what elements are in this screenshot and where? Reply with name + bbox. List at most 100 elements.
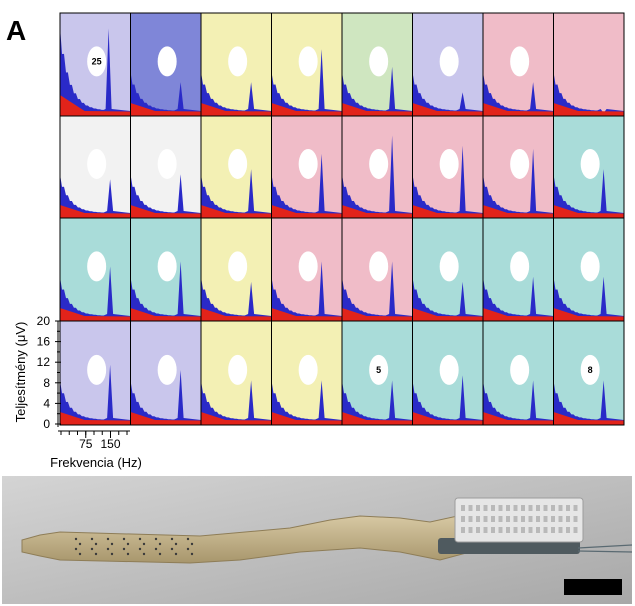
spectrum-cell	[200, 320, 272, 426]
connector-pin	[551, 516, 555, 522]
y-tick-label: 20	[37, 314, 51, 328]
electrode-contact	[126, 542, 130, 546]
electrode-spot	[298, 148, 318, 179]
noise-floor	[201, 412, 272, 425]
noise-floor	[553, 308, 624, 321]
electrode-spot	[228, 354, 248, 385]
noise-floor	[201, 308, 272, 321]
electrode-spot	[157, 46, 177, 77]
electrode-contact	[174, 542, 178, 546]
electrode-spot	[580, 251, 600, 282]
noise-floor	[412, 103, 483, 116]
electrode-contact	[90, 537, 94, 541]
electrode-contact	[74, 547, 78, 551]
connector-pin	[521, 527, 525, 533]
connector-pin	[506, 527, 510, 533]
noise-floor	[342, 308, 413, 321]
connector-pin	[528, 516, 533, 522]
noise-floor	[271, 103, 342, 116]
spectrum-cell	[59, 320, 131, 426]
spectrum-cell	[130, 320, 202, 426]
y-tick-label: 0	[43, 417, 50, 431]
connector-pin	[506, 516, 510, 522]
noise-floor	[271, 412, 342, 425]
connector-pin	[468, 516, 473, 522]
noise-floor	[60, 205, 131, 218]
electrode-spot	[87, 148, 107, 179]
noise-floor	[342, 412, 413, 425]
connector-pins	[461, 505, 578, 533]
electrode-contact	[106, 537, 110, 541]
cell-background	[553, 13, 624, 116]
electrode-contact	[78, 542, 82, 546]
spectrum-cell	[341, 12, 413, 117]
electrode-spot	[439, 251, 459, 282]
connector-pin	[536, 516, 540, 522]
electrode-spot	[157, 148, 177, 179]
electrode-contact	[158, 542, 162, 546]
connector-pin	[551, 505, 555, 511]
noise-floor	[271, 205, 342, 218]
electrode-spot	[157, 354, 177, 385]
noise-floor	[483, 103, 554, 116]
electrode-contact	[186, 537, 190, 541]
connector-pin	[573, 516, 578, 522]
probe-photo	[2, 476, 633, 604]
spectrum-cell	[482, 217, 554, 322]
connector-pin	[468, 527, 473, 533]
connector-pin	[476, 527, 480, 533]
electrode-spot	[369, 354, 389, 385]
connector-pin	[573, 527, 578, 533]
electrode-contact	[122, 537, 126, 541]
connector-pin	[521, 516, 525, 522]
noise-floor	[412, 205, 483, 218]
connector-pin	[573, 505, 578, 511]
electrode-contact	[106, 547, 110, 551]
electrode-contact	[94, 542, 98, 546]
y-tick-label: 12	[37, 355, 51, 369]
electrode-spot	[298, 251, 318, 282]
spectrum-cell	[553, 12, 625, 117]
noise-floor	[60, 308, 131, 321]
x-axis: 75 150	[58, 430, 130, 451]
electrode-spot	[157, 251, 177, 282]
connector-pin	[498, 527, 503, 533]
electrode-spot	[580, 148, 600, 179]
connector-pin	[566, 505, 570, 511]
spectrum-cell	[59, 115, 131, 219]
spectrum-cell	[200, 115, 272, 219]
cell-border	[553, 320, 625, 426]
electrode-spot	[580, 354, 600, 385]
noise-floor	[60, 95, 131, 116]
connector-pin	[513, 516, 518, 522]
spectrum-cell	[200, 12, 272, 117]
connector-pin	[491, 505, 495, 511]
electrode-contact	[126, 552, 130, 556]
connector-pin	[461, 505, 465, 511]
x-axis-label: Frekvencia (Hz)	[50, 455, 142, 470]
electrode-contact	[90, 547, 94, 551]
scale-bar	[564, 579, 622, 595]
electrode-contact	[170, 537, 174, 541]
x-tick-label: 150	[100, 437, 120, 451]
spectrum-cell	[482, 12, 554, 117]
noise-floor	[483, 205, 554, 218]
connector-pin	[566, 527, 570, 533]
electrode-spot	[87, 46, 107, 77]
electrode-contact	[154, 537, 158, 541]
connector-pin	[476, 505, 480, 511]
noise-floor	[412, 308, 483, 321]
electrode-spot	[510, 354, 530, 385]
electrode-contact	[154, 547, 158, 551]
connector-pin	[461, 527, 465, 533]
electrode-spot	[87, 354, 107, 385]
electrode-contact	[190, 552, 194, 556]
spectrum-cell	[482, 115, 554, 219]
connector-pin	[543, 527, 548, 533]
connector-pin	[491, 516, 495, 522]
electrode-spot	[510, 148, 530, 179]
electrode-spot	[298, 354, 318, 385]
electrode-contact	[78, 552, 82, 556]
spectrum-cell	[412, 12, 484, 117]
cell-label: 8	[588, 365, 593, 375]
